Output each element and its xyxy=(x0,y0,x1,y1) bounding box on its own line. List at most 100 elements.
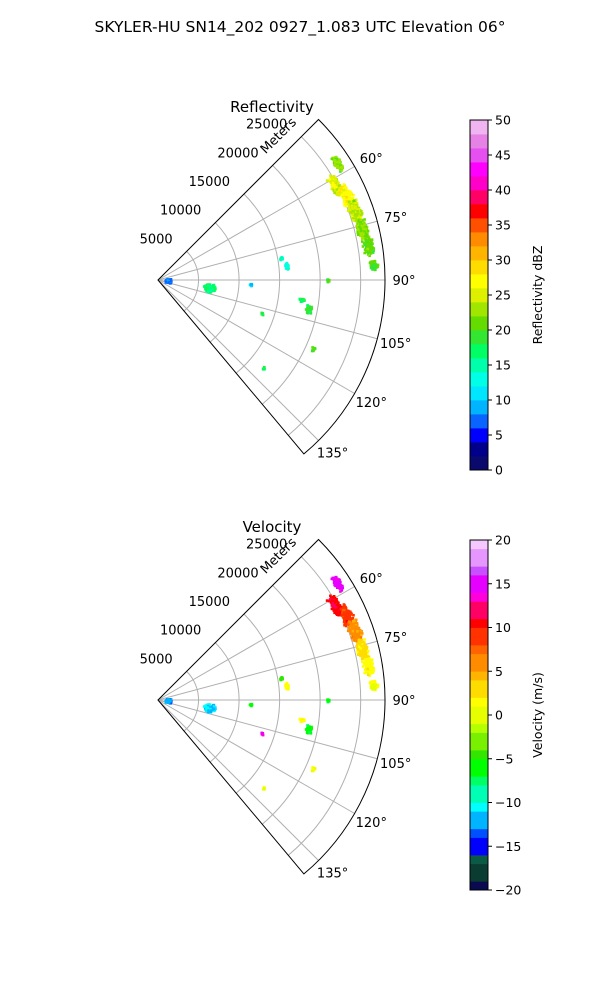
echo-cluster xyxy=(310,346,317,353)
velocity-title: Velocity xyxy=(243,518,302,536)
echo-gate xyxy=(361,660,364,663)
colorbar-band xyxy=(470,706,488,716)
colorbar-band xyxy=(470,197,488,205)
echo-cluster xyxy=(298,717,306,723)
echo-cluster xyxy=(326,278,331,284)
colorbar-band xyxy=(470,758,488,768)
echo-gate xyxy=(326,698,329,702)
echo-gate xyxy=(364,237,367,241)
sector-background xyxy=(158,539,385,874)
echo-gate xyxy=(366,649,370,653)
echo-cluster xyxy=(261,365,266,371)
echo-gate xyxy=(249,703,253,706)
echo-gate xyxy=(357,228,361,231)
echo-gate xyxy=(329,594,332,598)
echo-gate xyxy=(361,240,364,243)
range-tick-label: 20000 xyxy=(217,566,258,581)
echo-gate xyxy=(361,245,365,248)
echo-gate xyxy=(329,181,333,184)
echo-gate xyxy=(329,176,333,179)
azimuth-gridline-120 xyxy=(157,279,355,394)
echo-cluster xyxy=(248,282,254,288)
echo-gate xyxy=(352,217,355,220)
azimuth-tick-label: 60° xyxy=(360,152,383,167)
echo-gate xyxy=(352,619,356,622)
echo-gate xyxy=(372,247,376,250)
echo-gate xyxy=(345,200,349,203)
colorbar-tick-label: −10 xyxy=(495,795,521,810)
colorbar-tick-label: 5 xyxy=(495,664,503,679)
echo-gate xyxy=(355,225,358,228)
echo-gate xyxy=(357,638,361,642)
colorbar-band xyxy=(470,386,488,394)
colorbar-band xyxy=(470,449,488,457)
azimuth-gridline-120 xyxy=(157,699,355,814)
sector-outline xyxy=(157,118,386,455)
echo-gate xyxy=(365,650,368,653)
echo-gate xyxy=(310,769,314,773)
colorbar-band xyxy=(470,592,488,602)
echo-gate xyxy=(363,230,366,233)
echo-gate xyxy=(344,191,348,195)
echo-gate xyxy=(356,212,360,215)
range-ring-10000 xyxy=(209,642,240,763)
colorbar-band xyxy=(470,442,488,450)
reflectivity-title: Reflectivity xyxy=(230,98,314,116)
echo-gate xyxy=(342,193,346,196)
echo-gate xyxy=(206,283,209,286)
echo-gate xyxy=(355,215,358,219)
echo-cluster xyxy=(326,698,331,704)
echo-cluster xyxy=(338,603,356,628)
echo-gate xyxy=(167,701,171,704)
colorbar-band xyxy=(470,358,488,366)
velocity-panel: Velocity 500010000150002000025000Meters6… xyxy=(140,518,545,898)
colorbar-band xyxy=(470,575,488,585)
echo-cluster xyxy=(361,657,376,678)
echo-gate xyxy=(348,614,352,618)
echo-gate xyxy=(372,267,375,270)
echo-gate xyxy=(341,192,344,195)
echo-gate xyxy=(304,308,308,311)
echo-gate xyxy=(332,603,335,607)
colorbar-band xyxy=(470,540,488,550)
echo-gate xyxy=(366,667,369,671)
echo-gate xyxy=(351,206,354,210)
echo-gate xyxy=(372,263,376,266)
echo-gate xyxy=(351,209,355,213)
echo-gate xyxy=(337,158,341,162)
colorbar-band xyxy=(470,176,488,184)
echo-gate xyxy=(348,620,351,624)
colorbar-band xyxy=(470,120,488,128)
echo-gate xyxy=(368,250,372,254)
echo-gate xyxy=(332,161,336,164)
range-ring-20000 xyxy=(261,164,321,405)
echo-gate xyxy=(330,157,334,161)
colorbar-band xyxy=(470,872,488,882)
colorbar-band xyxy=(470,183,488,191)
echo-gate xyxy=(298,297,302,301)
echo-gate xyxy=(359,635,363,638)
echo-gate xyxy=(364,647,367,651)
azimuth-tick-label: 120° xyxy=(356,396,387,411)
echo-gate xyxy=(355,645,358,648)
echo-cluster xyxy=(355,218,371,242)
echo-gate xyxy=(338,166,341,170)
colorbar-band xyxy=(470,127,488,135)
range-ring-20000 xyxy=(261,584,321,825)
echo-gate xyxy=(335,612,338,616)
colorbar-tick-label: 30 xyxy=(495,253,511,268)
colorbar-band xyxy=(470,855,488,865)
echo-gate xyxy=(340,589,344,592)
echo-gate xyxy=(333,611,336,615)
colorbar-band xyxy=(470,323,488,331)
echo-gate xyxy=(368,246,372,250)
echo-gate xyxy=(333,191,336,195)
echo-gate xyxy=(260,312,264,315)
echo-gate xyxy=(342,616,346,620)
colorbar-band xyxy=(470,253,488,261)
colorbar-band xyxy=(470,671,488,681)
echo-gate xyxy=(363,668,367,671)
colorbar-label: Velocity (m/s) xyxy=(530,672,545,758)
colorbar-band xyxy=(470,421,488,429)
echo-gate xyxy=(260,732,264,735)
